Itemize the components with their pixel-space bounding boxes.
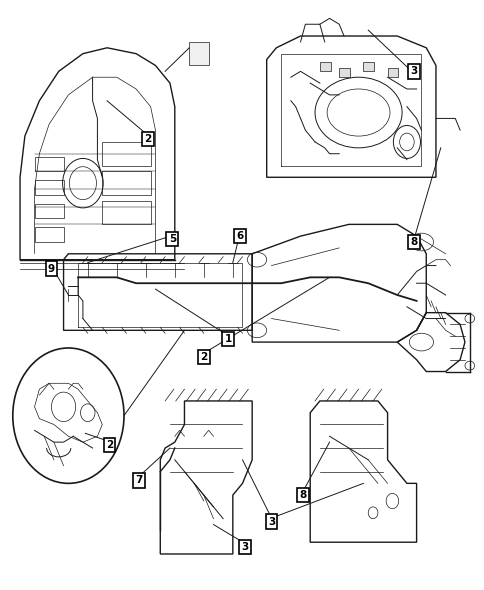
Bar bbox=[189, 42, 208, 65]
Text: 6: 6 bbox=[236, 231, 243, 241]
Text: 2: 2 bbox=[106, 440, 113, 450]
Text: 7: 7 bbox=[135, 476, 142, 486]
Bar bbox=[363, 62, 373, 71]
Bar bbox=[34, 180, 63, 195]
Text: 5: 5 bbox=[168, 234, 176, 244]
Bar bbox=[102, 171, 151, 195]
Text: 1: 1 bbox=[224, 334, 231, 344]
Text: 2: 2 bbox=[200, 352, 207, 362]
Text: 8: 8 bbox=[299, 490, 306, 500]
Bar bbox=[387, 68, 397, 77]
Circle shape bbox=[13, 348, 124, 483]
Bar bbox=[102, 142, 151, 166]
Text: 3: 3 bbox=[267, 517, 274, 527]
Bar bbox=[34, 157, 63, 171]
Bar bbox=[34, 227, 63, 242]
Text: 8: 8 bbox=[410, 237, 417, 247]
Bar bbox=[319, 62, 330, 71]
Text: 3: 3 bbox=[410, 66, 417, 76]
Text: 9: 9 bbox=[48, 264, 55, 274]
Text: 2: 2 bbox=[144, 134, 151, 144]
Bar bbox=[338, 68, 349, 77]
Text: 3: 3 bbox=[241, 542, 248, 552]
Bar bbox=[102, 201, 151, 224]
Bar bbox=[34, 204, 63, 218]
